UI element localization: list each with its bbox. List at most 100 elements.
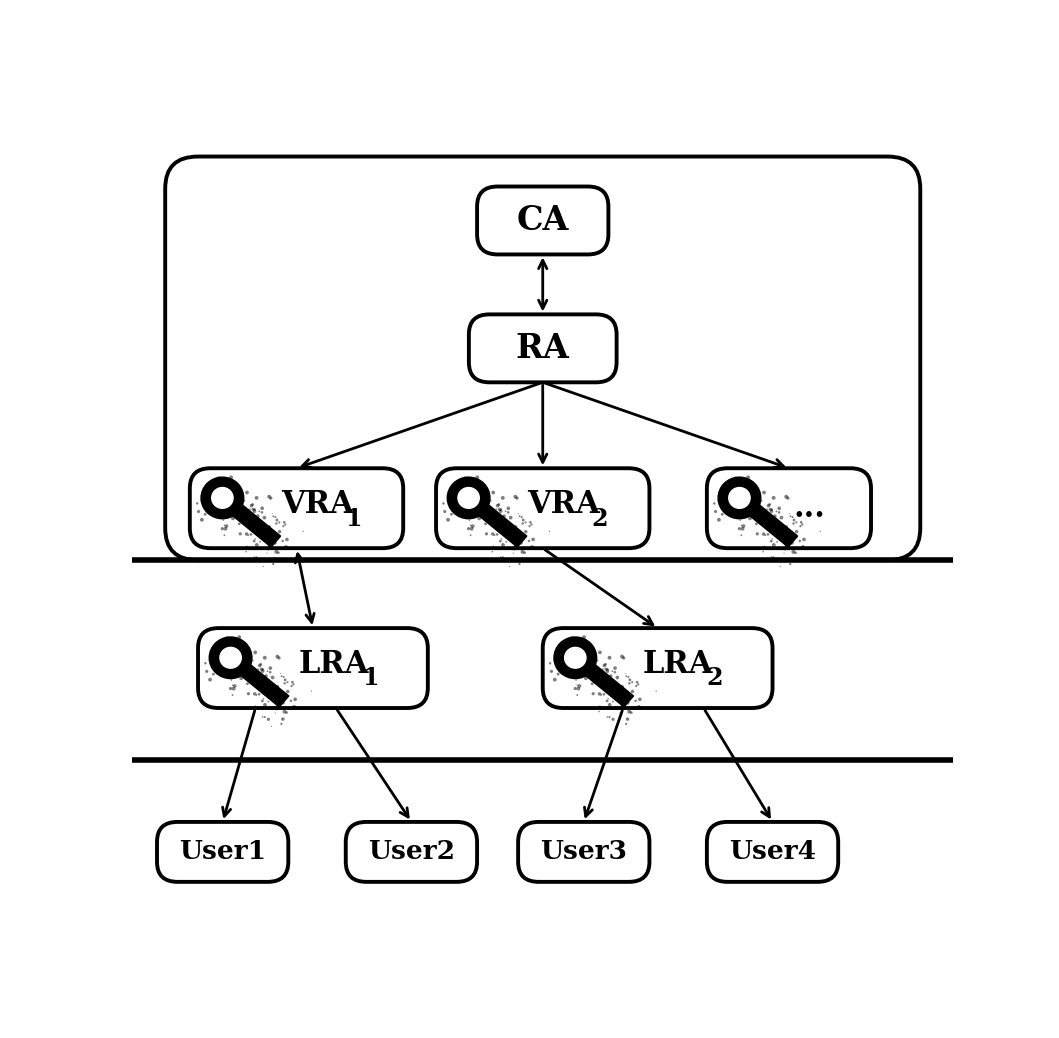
Point: [570, 680, 587, 696]
Point: [612, 683, 629, 700]
Point: [496, 508, 513, 524]
Point: [232, 525, 249, 542]
Point: [238, 484, 255, 500]
Point: [276, 675, 293, 691]
Point: [267, 535, 284, 551]
Point: [469, 475, 486, 492]
Text: User3: User3: [540, 840, 627, 865]
Point: [780, 506, 797, 522]
Point: [269, 679, 286, 695]
Point: [239, 676, 256, 692]
Point: [492, 503, 509, 520]
Point: [265, 555, 282, 572]
Point: [591, 685, 608, 702]
Point: [588, 673, 605, 689]
Point: [788, 523, 805, 540]
Point: [264, 524, 281, 541]
Point: [755, 484, 772, 500]
Point: [254, 663, 271, 680]
Point: [455, 490, 472, 507]
Point: [261, 537, 277, 553]
Point: [783, 550, 800, 567]
Point: [270, 650, 287, 666]
Point: [615, 650, 632, 666]
Point: [597, 656, 614, 673]
Point: [484, 507, 501, 523]
Point: [522, 540, 539, 556]
Point: [714, 506, 731, 522]
Point: [486, 527, 503, 544]
Point: [443, 506, 460, 522]
Point: [254, 709, 271, 726]
Point: [217, 650, 234, 666]
Point: [256, 709, 273, 726]
FancyBboxPatch shape: [190, 468, 403, 548]
Point: [498, 514, 515, 530]
Point: [475, 493, 492, 510]
Point: [215, 512, 232, 528]
Point: [755, 507, 772, 523]
Point: [719, 490, 736, 507]
Point: [234, 514, 251, 530]
Circle shape: [564, 648, 586, 668]
Point: [210, 490, 227, 507]
Point: [758, 508, 775, 524]
Point: [791, 532, 808, 549]
Point: [275, 668, 292, 685]
Point: [303, 683, 320, 700]
Point: [235, 647, 252, 663]
Point: [571, 646, 588, 662]
Point: [268, 544, 285, 561]
Point: [523, 516, 540, 532]
Point: [777, 538, 794, 554]
Point: [286, 699, 303, 715]
Point: [743, 487, 760, 503]
Point: [456, 501, 473, 518]
Point: [283, 678, 300, 694]
Point: [764, 501, 780, 518]
Point: [773, 510, 790, 526]
Point: [743, 486, 760, 502]
Point: [245, 508, 262, 524]
Point: [795, 531, 812, 548]
Point: [603, 667, 620, 684]
Point: [252, 656, 269, 673]
Point: [511, 550, 528, 567]
Point: [472, 486, 489, 502]
Point: [245, 501, 262, 518]
Text: ...: ...: [793, 493, 825, 524]
Point: [481, 513, 498, 529]
Point: [274, 710, 291, 727]
Point: [541, 523, 558, 540]
Point: [240, 668, 257, 685]
Point: [269, 696, 286, 713]
Point: [490, 496, 507, 513]
Point: [223, 651, 240, 667]
Point: [602, 650, 618, 666]
Point: [511, 508, 528, 524]
Point: [621, 704, 638, 720]
Point: [741, 497, 758, 514]
Point: [581, 650, 598, 666]
Point: [225, 497, 241, 514]
Point: [728, 469, 744, 486]
Point: [240, 508, 257, 524]
Point: [595, 667, 612, 684]
Point: [755, 543, 772, 559]
Point: [541, 655, 558, 672]
Point: [273, 715, 290, 732]
Point: [495, 537, 511, 553]
Point: [705, 495, 722, 512]
Point: [584, 654, 600, 671]
Point: [516, 544, 533, 561]
Point: [624, 674, 641, 690]
Point: [274, 694, 291, 711]
Point: [245, 496, 262, 513]
Circle shape: [210, 637, 252, 679]
Point: [765, 549, 782, 566]
Point: [267, 690, 284, 707]
Point: [202, 487, 219, 503]
Point: [782, 508, 798, 524]
Point: [487, 501, 504, 518]
Point: [255, 558, 272, 575]
